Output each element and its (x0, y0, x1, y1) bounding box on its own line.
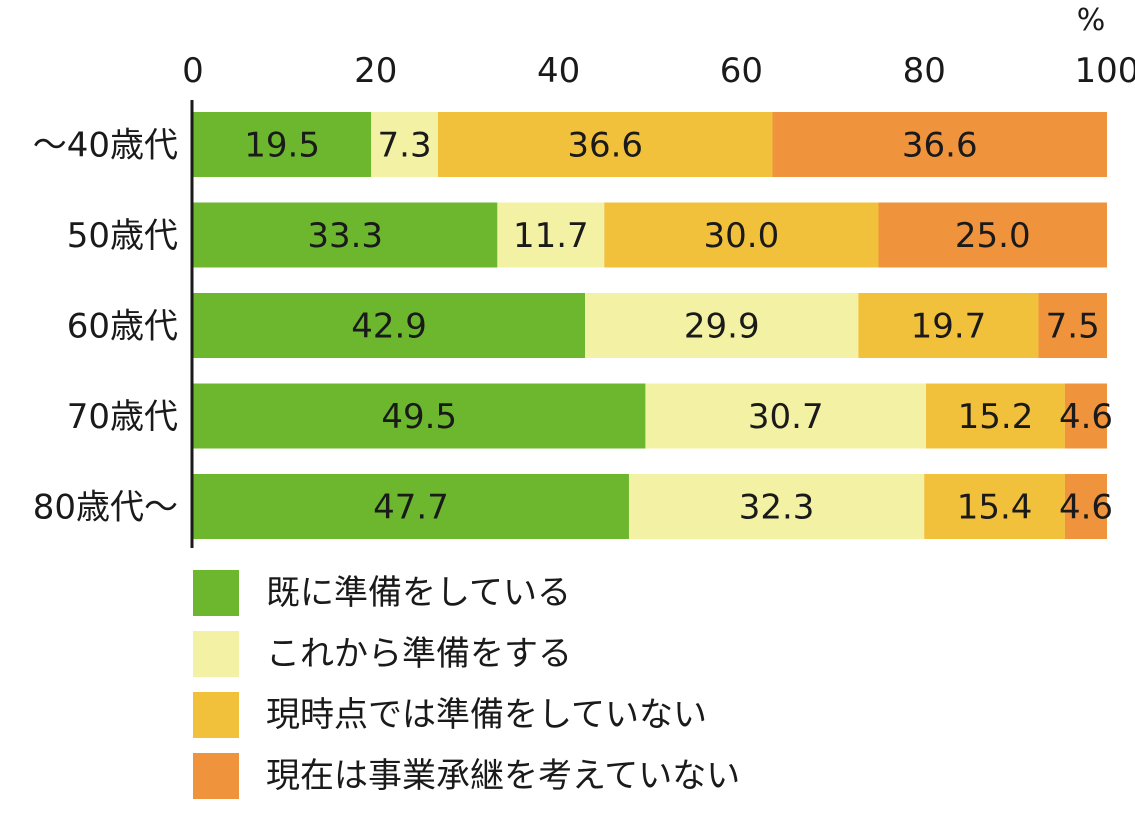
x-tick-label: 0 (182, 51, 204, 91)
bar-segment (193, 202, 498, 268)
data-label: 30.7 (748, 397, 824, 437)
bar-segment (628, 474, 925, 539)
data-label: 36.6 (567, 126, 643, 166)
data-label: 30.0 (704, 216, 780, 256)
legend-swatch (193, 631, 239, 677)
x-tick-label: 80 (903, 51, 946, 91)
bar-segment (772, 112, 1107, 177)
bar-segment (193, 474, 629, 539)
x-tick-label: 60 (720, 51, 763, 91)
data-label: 49.5 (381, 397, 457, 437)
legend-label: 既に準備をしている (266, 573, 571, 613)
bar-segment (437, 112, 773, 177)
data-label: 47.7 (373, 488, 449, 528)
x-tick-label: 20 (354, 51, 397, 91)
data-label: 4.6 (1059, 397, 1113, 437)
bar-segment (878, 202, 1107, 268)
data-label: 11.7 (513, 216, 589, 256)
bar-segment (604, 202, 879, 268)
bar-segment (497, 202, 605, 268)
category-label: 50歳代 (67, 216, 178, 256)
category-label: 70歳代 (67, 397, 178, 437)
data-label: 7.5 (1046, 307, 1100, 347)
bar-segment (371, 112, 438, 177)
bar-segment (858, 293, 1039, 358)
data-label: 15.4 (957, 488, 1033, 528)
legend-label: 現時点では準備をしていない (266, 695, 707, 735)
bar-segment (585, 293, 859, 358)
data-label: 7.3 (378, 126, 432, 166)
bar-segment (1064, 383, 1107, 449)
data-label: 33.3 (307, 216, 383, 256)
data-label: 19.7 (911, 307, 987, 347)
bar-segment (1038, 293, 1107, 358)
data-label: 4.6 (1059, 488, 1113, 528)
bar-segment (193, 293, 586, 358)
legend-swatch (193, 753, 239, 799)
data-label: 29.9 (684, 307, 760, 347)
legend-swatch (193, 570, 239, 616)
data-label: 42.9 (351, 307, 427, 347)
category-label: 80歳代～ (33, 488, 178, 528)
data-label: 15.2 (958, 397, 1034, 437)
category-label: ～40歳代 (33, 126, 178, 166)
unit-label: % (1077, 3, 1106, 38)
data-label: 19.5 (244, 126, 320, 166)
bar-segment (926, 383, 1065, 449)
bar-segment (924, 474, 1065, 539)
bar-segment (193, 112, 372, 177)
bar-segment (645, 383, 927, 449)
bar-segment (1064, 474, 1107, 539)
x-tick-label: 40 (537, 51, 580, 91)
legend-label: これから準備をする (266, 634, 572, 674)
bar-segment (193, 383, 646, 449)
x-tick-label: 100 (1075, 51, 1135, 91)
legend-swatch (193, 692, 239, 738)
category-label: 60歳代 (67, 307, 178, 347)
data-label: 32.3 (739, 488, 815, 528)
legend-label: 現在は事業承継を考えていない (266, 756, 741, 796)
data-label: 25.0 (955, 216, 1031, 256)
data-label: 36.6 (902, 126, 978, 166)
